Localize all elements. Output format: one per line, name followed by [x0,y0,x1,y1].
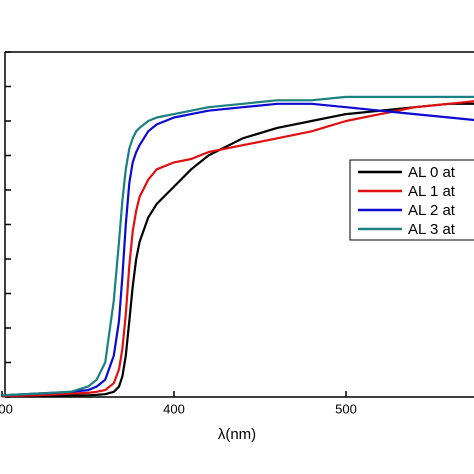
x-tick-label: 300 [0,401,13,416]
legend-label: AL 3 at [408,221,456,238]
legend-label: AL 2 at [408,202,456,219]
x-tick-label: 500 [335,401,357,416]
series-line [1,102,474,397]
series-line [1,100,474,398]
series-line [1,102,474,398]
legend-box [349,159,474,241]
series-line [1,95,474,397]
x-tick-label: 400 [163,401,185,416]
legend-label: AL 1 at [408,183,456,200]
legend-label: AL 0 at [408,164,456,181]
x-axis-label: λ(nm) [218,426,256,443]
